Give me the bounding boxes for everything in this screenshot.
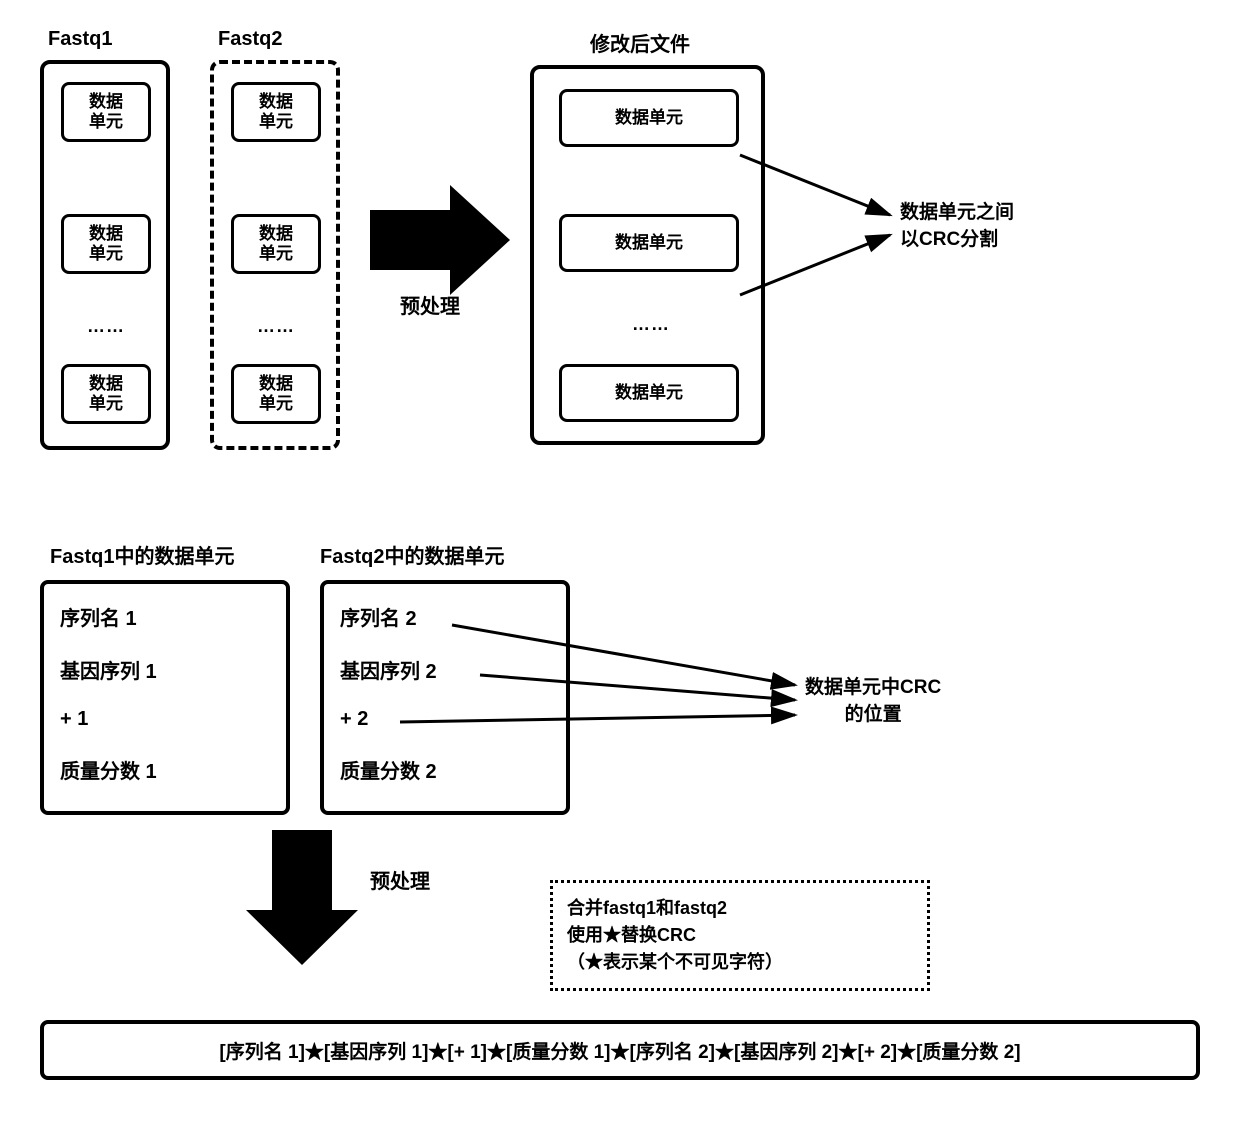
plus-1: + 1 xyxy=(60,708,270,731)
ellipsis: …… xyxy=(257,316,295,337)
note-line-2: 使用★替换CRC xyxy=(567,922,913,949)
note-line-1: 合并fastq1和fastq2 xyxy=(567,895,913,922)
data-unit-wide: 数据单元 xyxy=(559,89,739,147)
annot-crc-pos: 数据单元中CRC 的位置 xyxy=(805,675,941,728)
data-unit: 数据 单元 xyxy=(61,364,151,424)
label-fastq1-unit: Fastq1中的数据单元 xyxy=(50,540,234,569)
annot-crc-split: 数据单元之间 以CRC分割 xyxy=(900,200,1014,253)
seq-name-1: 序列名 1 xyxy=(60,602,270,631)
ellipsis: …… xyxy=(632,314,670,335)
note-box: 合并fastq1和fastq2 使用★替换CRC （★表示某个不可见字符） xyxy=(550,880,930,991)
data-unit: 数据 单元 xyxy=(231,214,321,274)
label-fastq2-unit: Fastq2中的数据单元 xyxy=(320,540,504,569)
data-unit: 数据 单元 xyxy=(231,82,321,142)
plus-2: + 2 xyxy=(340,708,550,731)
gene-seq-1: 基因序列 1 xyxy=(60,655,270,684)
qual-1: 质量分数 1 xyxy=(60,755,270,784)
seq-name-2: 序列名 2 xyxy=(340,602,550,631)
data-unit-wide: 数据单元 xyxy=(559,214,739,272)
label-fastq1: Fastq1 xyxy=(48,28,112,51)
label-preprocess-1: 预处理 xyxy=(400,290,460,319)
data-unit: 数据 单元 xyxy=(61,214,151,274)
ellipsis: …… xyxy=(87,316,125,337)
fastq2-file-box: 数据 单元 数据 单元 …… 数据 单元 xyxy=(210,60,340,450)
data-unit: 数据 单元 xyxy=(61,82,151,142)
fastq1-file-box: 数据 单元 数据 单元 …… 数据 单元 xyxy=(40,60,170,450)
fastq1-detail-box: 序列名 1 基因序列 1 + 1 质量分数 1 xyxy=(40,580,290,815)
diagram-canvas: Fastq1 Fastq2 修改后文件 数据 单元 数据 单元 …… 数据 单元… xyxy=(20,20,1220,1101)
data-unit: 数据 单元 xyxy=(231,364,321,424)
data-unit-wide: 数据单元 xyxy=(559,364,739,422)
fastq2-detail-box: 序列名 2 基因序列 2 + 2 质量分数 2 xyxy=(320,580,570,815)
result-box: [序列名 1]★[基因序列 1]★[+ 1]★[质量分数 1]★[序列名 2]★… xyxy=(40,1020,1200,1080)
result-text: [序列名 1]★[基因序列 1]★[+ 1]★[质量分数 1]★[序列名 2]★… xyxy=(219,1037,1020,1064)
merged-file-box: 数据单元 数据单元 …… 数据单元 xyxy=(530,65,765,445)
label-preprocess-2: 预处理 xyxy=(370,865,430,894)
gene-seq-2: 基因序列 2 xyxy=(340,655,550,684)
note-line-3: （★表示某个不可见字符） xyxy=(567,949,913,976)
qual-2: 质量分数 2 xyxy=(340,755,550,784)
label-fastq2: Fastq2 xyxy=(218,28,282,51)
label-modified-file: 修改后文件 xyxy=(590,28,690,57)
